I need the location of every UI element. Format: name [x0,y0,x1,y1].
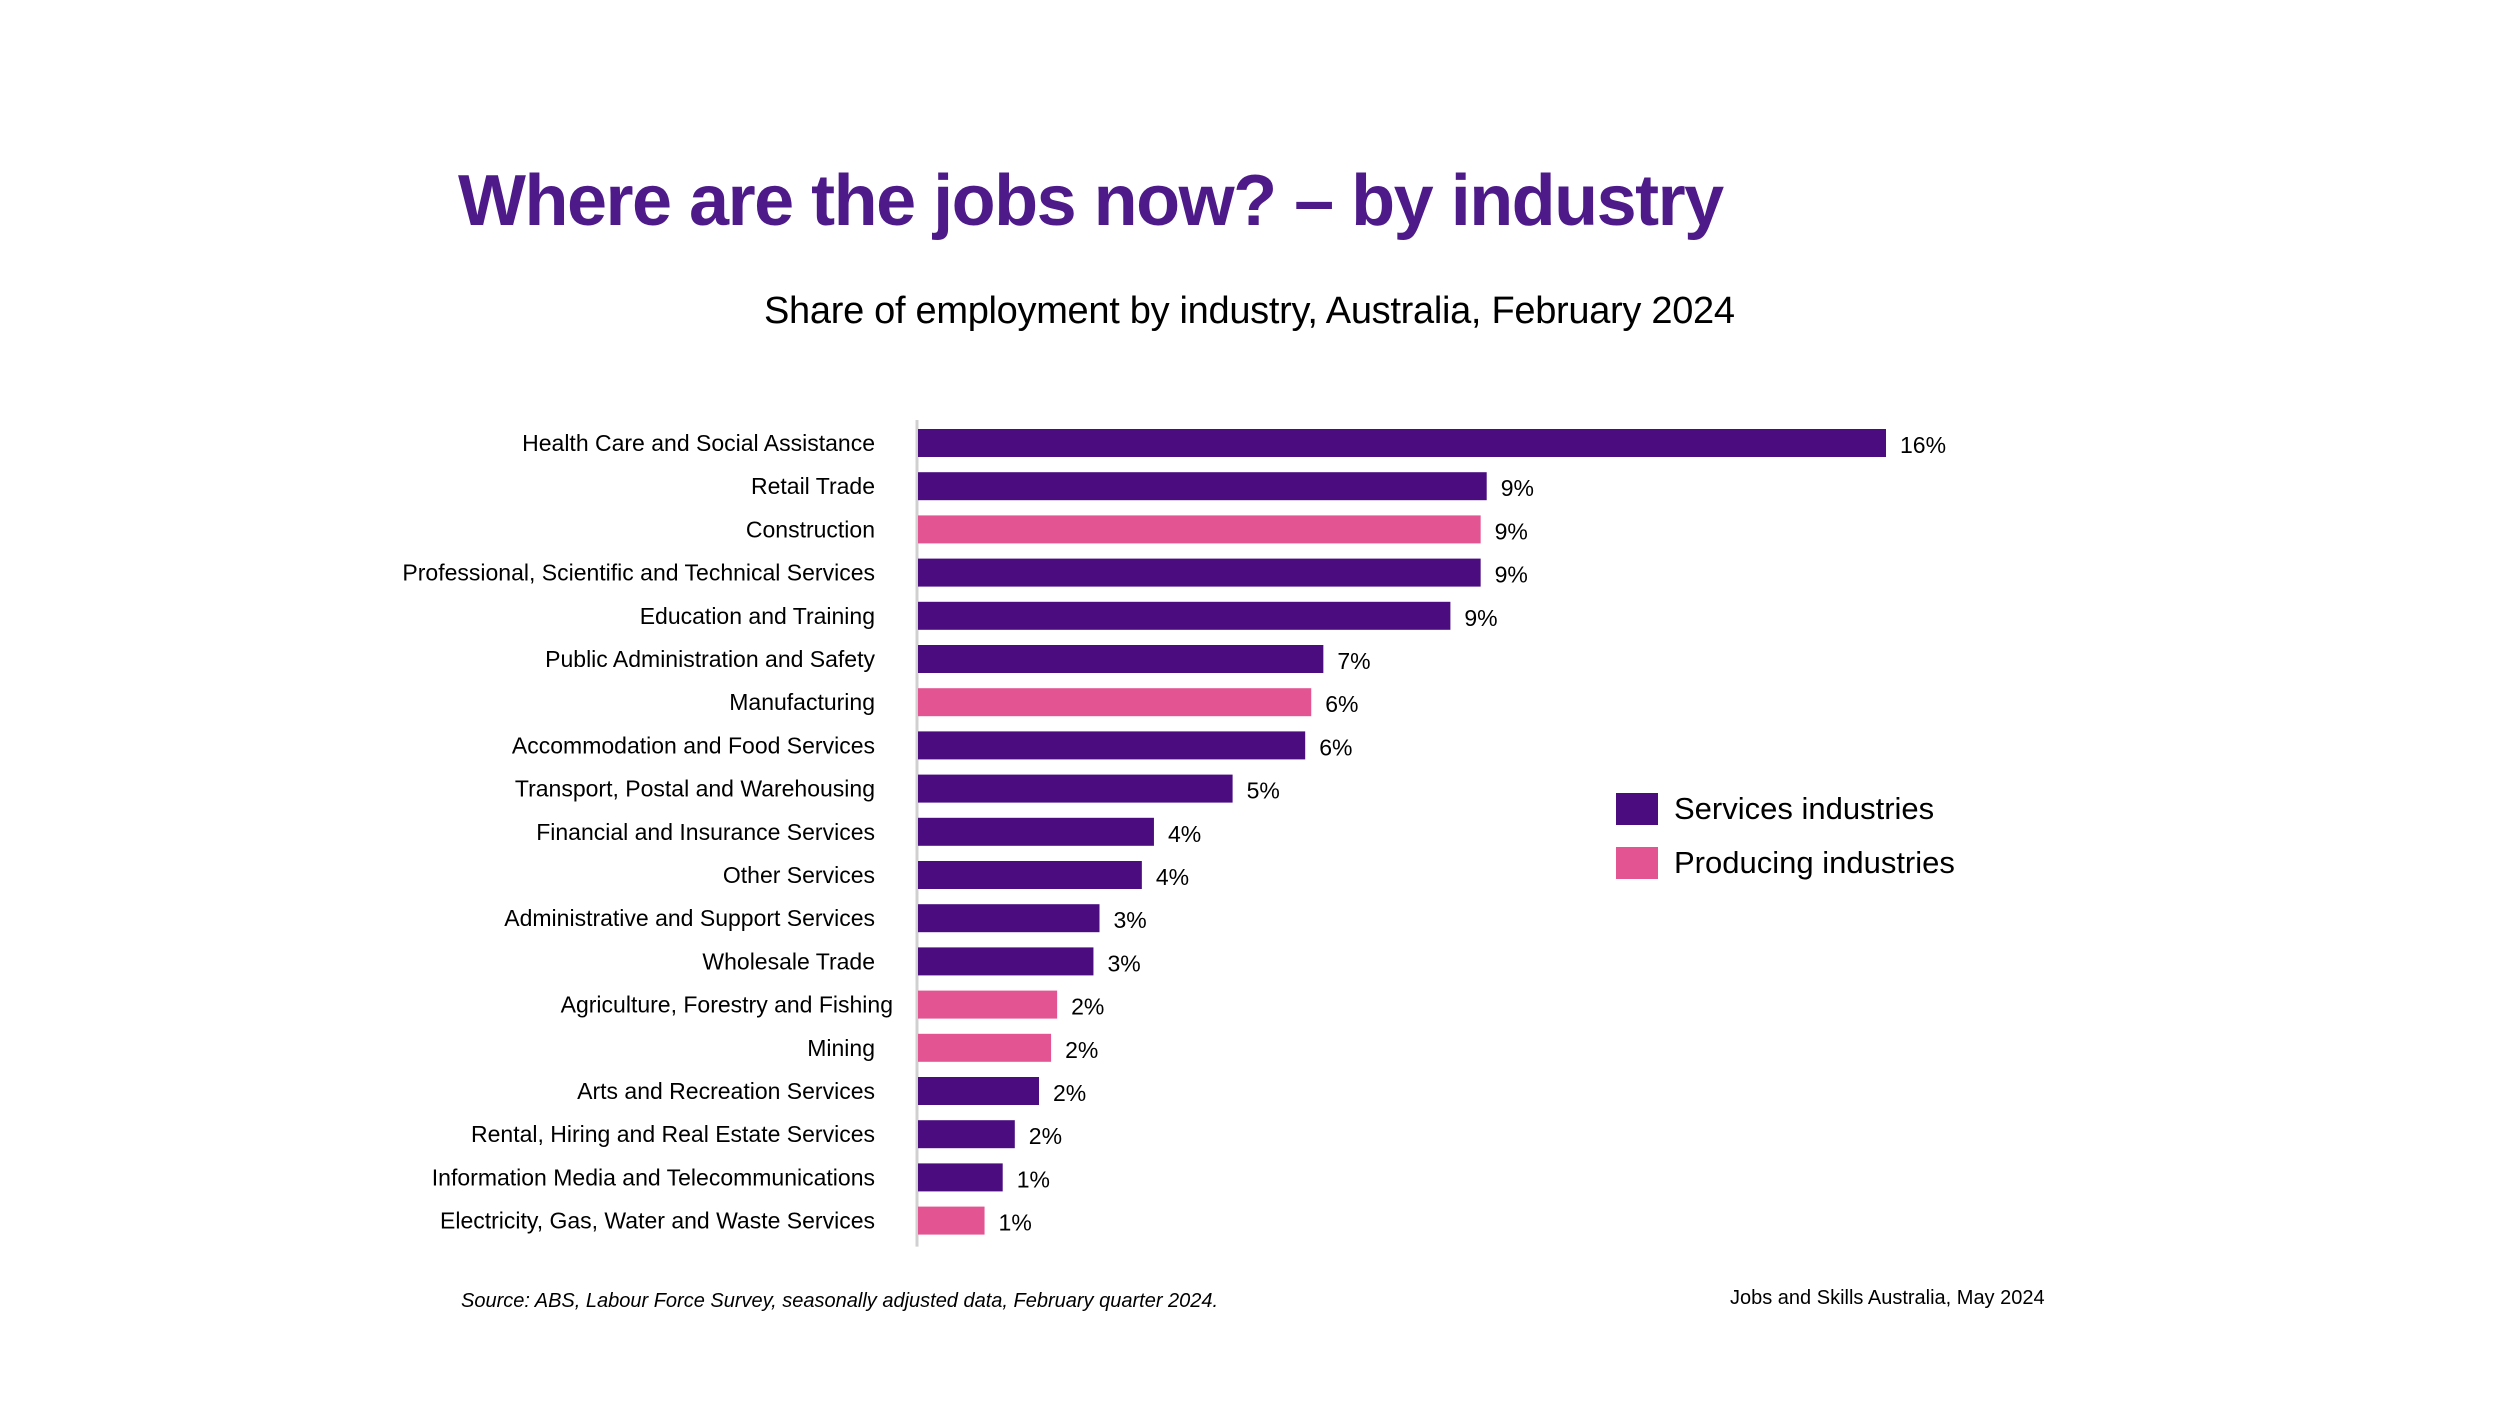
value-label: 16% [1900,432,1946,458]
value-label: 9% [1464,605,1497,631]
bars-group [918,429,1886,1235]
value-label: 9% [1501,475,1534,501]
category-label: Accommodation and Food Services [512,732,875,758]
bar-professional-scientific-and-technical-services [918,558,1481,587]
legend-label-producing: Producing industries [1674,845,1955,880]
category-label: Health Care and Social Assistance [522,430,875,456]
value-label: 2% [1029,1123,1062,1149]
legend-item-producing: Producing industries [1616,836,1955,890]
category-label: Other Services [723,862,875,888]
value-label: 6% [1319,734,1352,760]
bar-manufacturing [918,688,1312,717]
value-label: 2% [1065,1037,1098,1063]
value-label: 6% [1325,691,1358,717]
page-title: Where are the jobs now? – by industry [458,161,1724,241]
value-label: 9% [1495,518,1528,544]
bar-transport-postal-and-warehousing [918,774,1233,803]
legend-item-services: Services industries [1616,782,1955,836]
category-label: Public Administration and Safety [545,646,875,672]
bar-information-media-and-telecommunications [918,1163,1003,1192]
bar-agriculture-forestry-and-fishing [918,990,1058,1019]
value-label: 4% [1168,821,1201,847]
category-label: Transport, Postal and Warehousing [515,776,875,802]
bar-administrative-and-support-services [918,904,1100,933]
category-label: Rental, Hiring and Real Estate Services [471,1121,875,1147]
credit-note: Jobs and Skills Australia, May 2024 [1730,1287,2045,1309]
bar-other-services [918,861,1142,889]
category-label: Retail Trade [751,473,875,499]
bar-public-administration-and-safety [918,645,1324,673]
bar-rental-hiring-and-real-estate-services [918,1120,1015,1149]
category-label: Wholesale Trade [702,948,875,974]
value-label: 2% [1053,1080,1086,1106]
bar-education-and-training [918,601,1451,630]
source-note: Source: ABS, Labour Force Survey, season… [461,1290,1219,1312]
category-label: Information Media and Telecommunications [432,1164,875,1190]
legend: Services industries Producing industries [1616,782,1955,890]
value-label: 5% [1247,778,1280,804]
category-label: Financial and Insurance Services [536,819,875,845]
value-label: 3% [1114,907,1147,933]
legend-swatch-producing [1616,847,1658,879]
category-label: Electricity, Gas, Water and Waste Servic… [440,1208,875,1234]
category-label: Professional, Scientific and Technical S… [402,560,875,586]
bar-health-care-and-social-assistance [918,429,1886,457]
category-label: Education and Training [640,603,875,629]
bar-financial-and-insurance-services [918,817,1154,846]
category-label: Manufacturing [729,689,875,715]
value-label: 3% [1107,950,1140,976]
value-labels-group: 16%9%9%9%9%7%6%6%5%4%4%3%3%2%2%2%2%1%1% [999,432,1946,1236]
bar-wholesale-trade [918,947,1094,976]
category-label: Construction [746,516,875,542]
bar-accommodation-and-food-services [918,731,1306,760]
bar-construction [918,515,1481,544]
category-labels-group: Health Care and Social Assistance Retail … [402,430,893,1234]
category-label: Administrative and Support Services [504,905,875,931]
category-label: Mining [807,1035,875,1061]
value-label: 7% [1337,648,1370,674]
chart-title: Share of employment by industry, Austral… [764,290,1735,332]
value-label: 9% [1495,562,1528,588]
value-label: 1% [1017,1166,1050,1192]
value-label: 2% [1071,994,1104,1020]
bar-retail-trade [918,472,1487,501]
bar-electricity-gas-water-and-waste-services [918,1206,985,1235]
bar-mining [918,1033,1052,1062]
category-label: Arts and Recreation Services [577,1078,875,1104]
legend-label-services: Services industries [1674,791,1935,826]
legend-swatch-services [1616,793,1658,825]
bar-arts-and-recreation-services [918,1077,1039,1105]
category-label: Agriculture, Forestry and Fishing [561,992,893,1018]
value-label: 4% [1156,864,1189,890]
value-label: 1% [999,1210,1032,1236]
